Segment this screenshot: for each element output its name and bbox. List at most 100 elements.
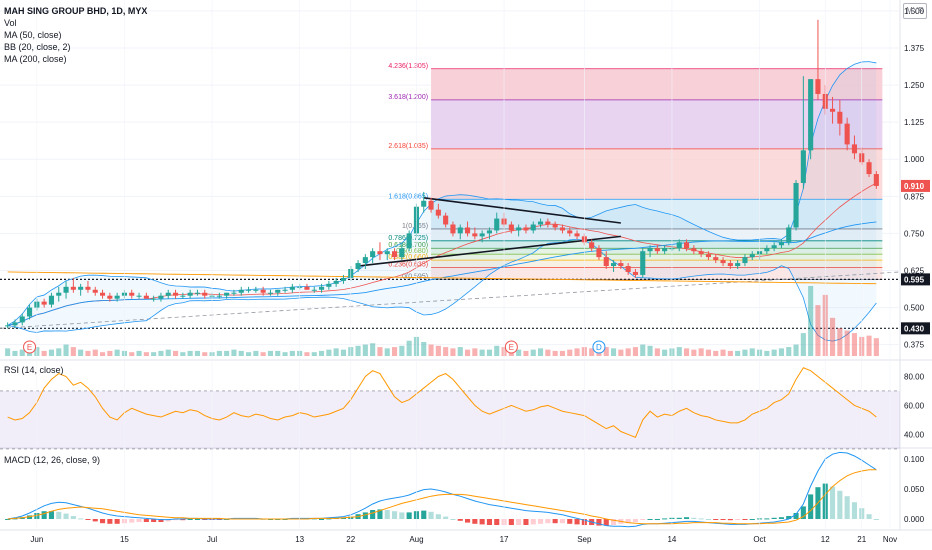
candle-body xyxy=(450,224,456,234)
candle-body xyxy=(377,251,383,255)
candle-body xyxy=(41,301,47,305)
macd-histogram-bar xyxy=(829,486,836,519)
fib-zone xyxy=(431,68,883,100)
legend-ma50[interactable]: MA (50, close) xyxy=(4,30,62,40)
volume-bar xyxy=(457,347,463,356)
volume-bar xyxy=(691,349,697,356)
volume-bar xyxy=(574,348,580,356)
macd-histogram-bar xyxy=(107,519,113,524)
volume-bar xyxy=(632,347,639,356)
legend-bb[interactable]: BB (20, close, 2) xyxy=(4,42,71,52)
volume-bar xyxy=(815,305,821,356)
macd-tick-label: 0.100 xyxy=(904,455,925,464)
macd-pane-title[interactable]: MACD (12, 26, close, 9) xyxy=(4,455,101,465)
macd-histogram-bar xyxy=(552,519,558,524)
volume-bar xyxy=(158,350,164,356)
macd-histogram-bar xyxy=(494,519,500,525)
time-tick-label: Jul xyxy=(207,535,217,544)
price-tick-label: 0.625 xyxy=(904,266,925,275)
candle-body xyxy=(727,263,733,267)
macd-histogram-bar xyxy=(464,519,471,523)
candle-body xyxy=(567,230,573,234)
macd-signal-line xyxy=(7,469,877,525)
candle-body xyxy=(851,144,858,154)
time-tick-label: 21 xyxy=(857,535,866,544)
macd-histogram-bar xyxy=(406,512,412,519)
volume-bar xyxy=(640,344,646,356)
legend-volume[interactable]: Vol xyxy=(4,18,17,28)
macd-histogram-bar xyxy=(632,519,639,522)
currency-badge[interactable]: MYR xyxy=(903,3,927,19)
macd-histogram-bar xyxy=(486,519,493,525)
event-marker-label: E xyxy=(509,343,514,352)
price-tick-label: 0.500 xyxy=(904,304,925,313)
macd-histogram-bar xyxy=(654,519,660,520)
macd-histogram-bar xyxy=(727,519,733,521)
macd-histogram-bar xyxy=(691,517,697,519)
candle-body xyxy=(231,292,237,294)
candle-body xyxy=(289,286,295,290)
volume-bar xyxy=(662,349,668,356)
candle-body xyxy=(370,251,376,258)
legend-ma200[interactable]: MA (200, close) xyxy=(4,54,67,64)
volume-bar xyxy=(282,352,288,356)
volume-bar xyxy=(326,349,332,356)
candle-body xyxy=(837,111,843,124)
macd-histogram-bar xyxy=(311,519,317,520)
fib-level-label: 3.618(1.200) xyxy=(388,94,428,101)
volume-bar xyxy=(187,350,193,356)
macd-histogram-bar xyxy=(574,519,580,525)
macd-histogram-bar xyxy=(165,519,171,522)
candle-body xyxy=(275,289,281,293)
volume-bar xyxy=(727,350,733,356)
price-tick-label: 1.000 xyxy=(904,155,925,164)
rsi-band xyxy=(0,390,900,449)
volume-bar xyxy=(844,330,850,356)
rsi-tick-label: 60.00 xyxy=(904,401,925,410)
macd-histogram-bar xyxy=(851,502,858,519)
volume-bar xyxy=(523,350,529,356)
fib-level-label: 0.5(0.680) xyxy=(396,248,428,255)
candle-body xyxy=(216,295,222,297)
candle-body xyxy=(764,248,770,252)
candle-body xyxy=(508,224,514,231)
volume-bar xyxy=(19,349,25,356)
fib-level-label: 0.382(0.660) xyxy=(388,254,428,261)
macd-histogram-bar xyxy=(428,511,434,519)
candle-body xyxy=(63,286,69,293)
trend-line-dashed xyxy=(0,271,901,329)
candle-body xyxy=(443,215,449,225)
macd-histogram-bar xyxy=(5,519,11,520)
time-tick-label: 14 xyxy=(667,535,676,544)
candle-body xyxy=(742,257,748,264)
volume-bar xyxy=(231,349,237,356)
macd-histogram-bar xyxy=(63,513,69,519)
macd-histogram-bar xyxy=(676,517,682,519)
time-tick-label: 12 xyxy=(821,535,830,544)
macd-histogram-bar xyxy=(384,510,390,519)
volume-bar xyxy=(778,348,785,356)
candle-body xyxy=(494,218,500,231)
price-tick-label: 1.125 xyxy=(904,118,925,127)
volume-bar xyxy=(151,352,157,356)
candle-body xyxy=(253,289,259,291)
fib-zone xyxy=(431,267,883,280)
candle-body xyxy=(632,271,639,275)
candle-body xyxy=(786,227,792,243)
time-tick-label: Oct xyxy=(753,535,766,544)
macd-tick-label: 0.000 xyxy=(904,515,925,524)
candle-body xyxy=(479,233,485,237)
macd-histogram-bar xyxy=(873,519,879,520)
rsi-pane-title[interactable]: RSI (14, close) xyxy=(4,365,64,375)
volume-bar xyxy=(625,348,631,356)
macd-histogram-bar xyxy=(705,519,712,520)
volume-bar xyxy=(851,333,858,356)
chart-title[interactable]: MAH SING GROUP BHD, 1D, MYX xyxy=(4,6,148,16)
volume-bar xyxy=(735,350,741,356)
volume-bar xyxy=(559,350,566,356)
candle-body xyxy=(705,254,712,258)
volume-bar xyxy=(873,338,879,356)
candle-body xyxy=(596,248,602,258)
volume-bar xyxy=(786,347,792,356)
